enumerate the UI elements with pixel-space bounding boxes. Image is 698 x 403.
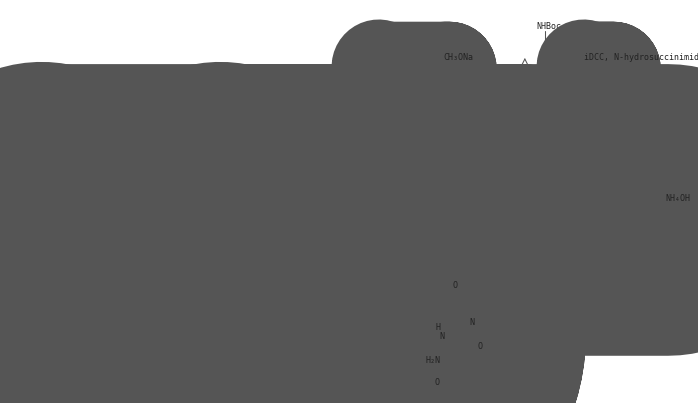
Text: N: N: [616, 210, 621, 218]
Text: O: O: [435, 378, 440, 387]
Text: O: O: [431, 178, 436, 187]
Text: ii 4N HCl/dioxan: ii 4N HCl/dioxan: [515, 208, 595, 216]
Text: iDCC, N-hydrosuccinimid: iDCC, N-hydrosuccinimid: [515, 187, 630, 197]
Text: O: O: [553, 96, 558, 105]
Text: H: H: [436, 323, 441, 332]
Text: NHBoc: NHBoc: [462, 111, 487, 120]
Text: H: H: [614, 200, 618, 210]
Text: H: H: [498, 64, 503, 73]
Text: O: O: [477, 343, 483, 351]
Text: O: O: [629, 157, 634, 166]
Text: NHBoc: NHBoc: [396, 22, 422, 31]
Text: O: O: [413, 96, 417, 105]
Text: O: O: [513, 96, 518, 105]
Text: Ph: Ph: [574, 102, 584, 111]
Text: O: O: [398, 178, 403, 187]
Text: Ph: Ph: [491, 193, 500, 203]
Text: O: O: [453, 281, 458, 290]
Text: BrCH₂CONHCHPh₂: BrCH₂CONHCHPh₂: [443, 71, 514, 79]
Text: O: O: [373, 96, 378, 105]
Text: O: O: [621, 245, 626, 254]
Text: NHBoc: NHBoc: [537, 22, 562, 31]
Text: H: H: [358, 64, 363, 73]
Text: HN: HN: [608, 255, 618, 264]
Text: 15-crown-5, EtOAc: 15-crown-5, EtOAc: [443, 82, 528, 91]
Text: Ph: Ph: [616, 285, 626, 294]
Text: Ph: Ph: [500, 193, 510, 203]
Text: O: O: [560, 74, 565, 83]
Text: CH₃ONa: CH₃ONa: [443, 52, 473, 62]
Text: H₂N: H₂N: [426, 356, 440, 366]
Text: Ph: Ph: [564, 102, 574, 111]
Text: NH: NH: [492, 166, 502, 175]
Text: N: N: [439, 332, 444, 341]
Text: O: O: [364, 64, 369, 73]
Text: NH₄OH: NH₄OH: [666, 193, 691, 203]
Text: iv i-Pr₂NEt, MeCN: iv i-Pr₂NEt, MeCN: [515, 221, 600, 231]
Text: N: N: [426, 158, 431, 167]
Text: N: N: [646, 193, 651, 203]
Text: O: O: [484, 166, 490, 175]
Text: O: O: [504, 64, 509, 73]
Text: iv AcOH: iv AcOH: [584, 82, 619, 91]
Text: O: O: [654, 220, 659, 229]
Text: OH: OH: [425, 54, 435, 64]
Text: Ph: Ph: [604, 285, 614, 294]
Text: ii H-Pro-ONa 15-crown-5,: ii H-Pro-ONa 15-crown-5,: [584, 71, 698, 79]
Text: O: O: [612, 237, 617, 246]
Text: iDCC, N-hydrosuccinimid: iDCC, N-hydrosuccinimid: [584, 52, 698, 62]
Text: NH: NH: [567, 74, 577, 83]
Text: HO: HO: [380, 158, 390, 167]
Text: N: N: [469, 318, 474, 327]
Text: O: O: [477, 187, 483, 197]
